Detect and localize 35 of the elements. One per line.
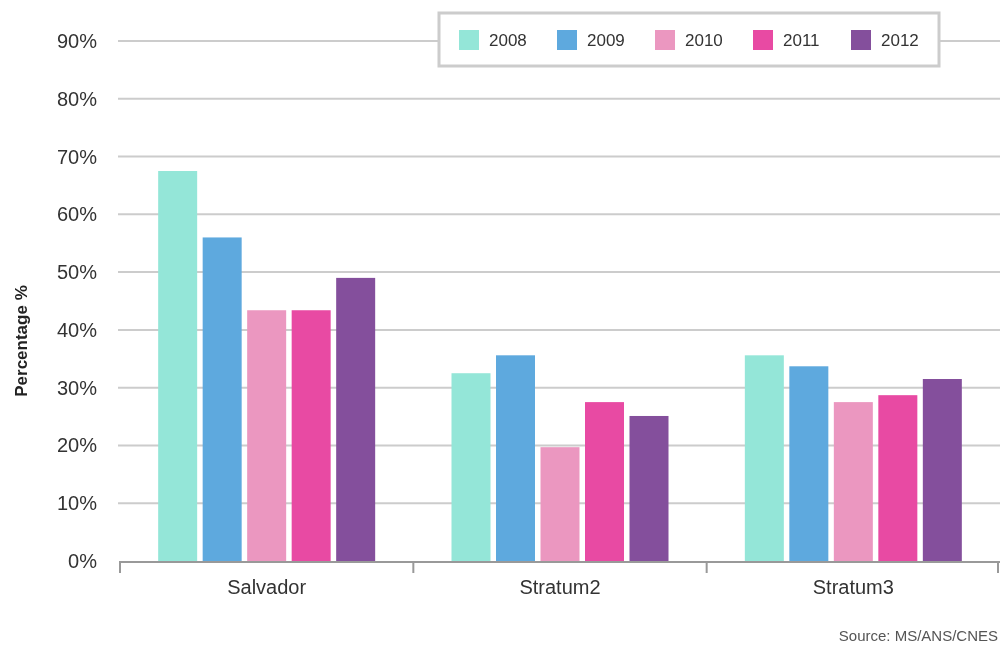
legend-label: 2008 <box>489 30 527 50</box>
bar <box>540 447 580 561</box>
y-tick-label: 90% <box>56 30 98 52</box>
source-note: Source: MS/ANS/CNES <box>838 627 998 644</box>
x-tick-label: Stratum3 <box>812 576 894 598</box>
bar <box>291 310 331 561</box>
y-tick-label: 60% <box>56 203 98 226</box>
bar <box>158 171 198 561</box>
legend-label: 2011 <box>783 30 820 50</box>
bar <box>789 366 829 561</box>
bar <box>878 395 918 561</box>
legend-label: 2009 <box>587 30 625 50</box>
y-axis-title: Percentage % <box>12 285 31 397</box>
bar <box>629 415 669 561</box>
legend-label: 2012 <box>881 30 919 50</box>
bar <box>585 402 624 561</box>
bar <box>202 237 242 561</box>
bar <box>744 355 784 561</box>
bar <box>922 379 962 561</box>
bar <box>496 355 535 561</box>
y-tick-label: 50% <box>56 261 98 284</box>
x-tick-label: Stratum2 <box>519 576 601 598</box>
y-tick-label: 70% <box>56 145 98 168</box>
y-tick-label: 10% <box>56 492 98 515</box>
bar <box>451 373 491 561</box>
bar <box>247 310 287 561</box>
y-tick-label: 0% <box>68 550 98 572</box>
bar <box>336 277 376 561</box>
y-tick-label: 30% <box>56 376 98 399</box>
x-tick-label: Salvador <box>227 576 307 598</box>
y-tick-label: 20% <box>56 434 98 457</box>
legend-label: 2010 <box>685 30 723 50</box>
y-tick-label: 80% <box>56 87 98 110</box>
bar <box>833 402 873 561</box>
y-tick-label: 40% <box>56 318 98 341</box>
